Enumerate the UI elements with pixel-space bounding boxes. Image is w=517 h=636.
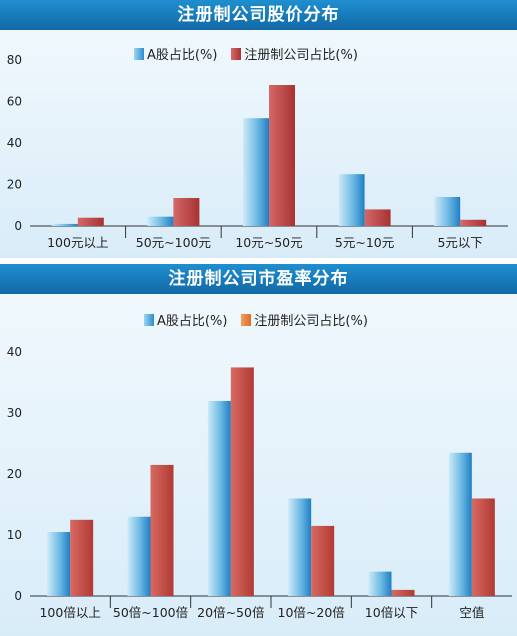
bar-a-share xyxy=(368,571,392,596)
x-category-label: 100倍以上 xyxy=(39,605,100,620)
y-tick-label: 40 xyxy=(7,136,22,150)
y-tick-label: 10 xyxy=(7,528,22,542)
bar-registered xyxy=(391,589,415,596)
legend-swatch-registered xyxy=(231,47,242,60)
chart-title: 注册制公司股价分布 xyxy=(0,0,517,30)
legend-swatch-registered xyxy=(241,313,252,326)
x-category-label: 5元以下 xyxy=(437,235,482,250)
legend-item-a-share: A股占比(%) xyxy=(144,310,227,329)
bar-registered xyxy=(269,85,295,227)
pe-distribution-panel: 注册制公司市盈率分布 0 10 20 30 40 100倍以上 50倍~100倍 20倍~50… xyxy=(0,264,517,636)
bar-a-share xyxy=(434,196,461,226)
y-tick-label: 40 xyxy=(7,345,22,359)
y-tick-label: 30 xyxy=(7,406,22,420)
bar-a-share xyxy=(127,516,151,596)
legend-item-a-share: A股占比(%) xyxy=(134,44,217,63)
legend-swatch-a-share xyxy=(144,313,154,326)
y-tick-label: 80 xyxy=(7,53,22,67)
x-category-label: 10倍~20倍 xyxy=(278,605,345,620)
price-distribution-panel: 注册制公司股价分布 0 20 40 60 80 100元以上 50元~100元 10元~50元… xyxy=(0,0,517,258)
pe-distribution-chart: 0 10 20 30 40 100倍以上 50倍~100倍 20倍~50倍 10倍~20倍 10倍… xyxy=(7,345,512,620)
y-tick-label: 0 xyxy=(14,219,22,233)
bar-registered xyxy=(77,217,104,226)
chart-title: 注册制公司市盈率分布 xyxy=(0,264,517,294)
bar-registered xyxy=(311,525,335,596)
legend-label-a-share: A股占比(%) xyxy=(147,48,218,63)
bar-a-share xyxy=(207,400,231,596)
x-category-label: 50倍~100倍 xyxy=(113,605,188,620)
x-category-label: 50元~100元 xyxy=(136,235,211,250)
y-tick-label: 60 xyxy=(7,95,22,109)
y-tick-label: 0 xyxy=(14,589,22,603)
y-tick-label: 20 xyxy=(7,467,22,481)
bar-registered xyxy=(173,198,200,226)
legend-swatch-a-share xyxy=(134,47,144,60)
x-category-label: 10元~50元 xyxy=(235,235,302,250)
legend-item-registered: 注册制公司占比(%) xyxy=(241,310,368,329)
bar-registered xyxy=(150,464,174,596)
x-category-label: 5元~10元 xyxy=(335,235,394,250)
legend: A股占比(%) 注册制公司占比(%) xyxy=(134,44,372,63)
bar-a-share xyxy=(448,452,472,596)
y-tick-label: 20 xyxy=(7,178,22,192)
x-category-label: 20倍~50倍 xyxy=(197,605,264,620)
bar-registered xyxy=(460,219,487,226)
bar-a-share xyxy=(147,216,174,226)
legend-label-a-share: A股占比(%) xyxy=(157,314,228,329)
bar-a-share xyxy=(51,223,78,226)
x-category-label: 空值 xyxy=(459,605,484,620)
bar-a-share xyxy=(338,174,365,226)
legend-label-registered: 注册制公司占比(%) xyxy=(244,48,358,63)
legend-label-registered: 注册制公司占比(%) xyxy=(254,314,368,329)
x-category-label: 100元以上 xyxy=(47,235,108,250)
price-distribution-chart: 0 20 40 60 80 100元以上 50元~100元 10元~50元 5元~10元 5元以下 xyxy=(7,53,508,250)
legend-item-registered: 注册制公司占比(%) xyxy=(231,44,358,63)
bar-registered xyxy=(230,367,254,596)
bar-registered xyxy=(70,519,94,596)
bar-registered xyxy=(364,209,391,226)
bar-a-share xyxy=(47,532,71,596)
x-category-label: 10倍以下 xyxy=(365,605,418,620)
legend: A股占比(%) 注册制公司占比(%) xyxy=(144,310,382,329)
bar-registered xyxy=(471,498,495,596)
bar-a-share xyxy=(243,118,269,226)
bar-a-share xyxy=(288,498,312,596)
